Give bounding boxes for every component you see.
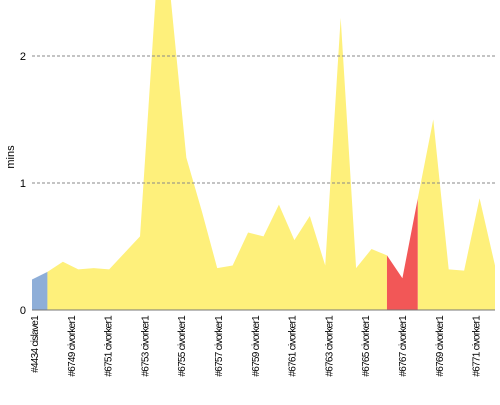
x-tick-label: #6763 civorker1 xyxy=(324,315,335,377)
x-tick-label: #6767 civorker1 xyxy=(398,315,409,377)
x-tick-label: #6765 civorker1 xyxy=(361,315,372,377)
y-tick-label: 0 xyxy=(20,305,26,317)
y-tick-label: 2 xyxy=(20,51,26,63)
x-tick-label: #6751 civorker1 xyxy=(104,315,115,377)
x-tick-label: #6771 civorker1 xyxy=(472,315,483,377)
x-tick-label: #6769 civorker1 xyxy=(435,315,446,377)
area-layer xyxy=(32,0,495,310)
x-tick-label: #6757 civorker1 xyxy=(214,315,225,377)
area-segment-0 xyxy=(32,271,48,310)
x-tick-label: #6761 civorker1 xyxy=(288,315,299,377)
y-axis-label: mins xyxy=(5,145,17,169)
area-segment-2 xyxy=(386,198,418,310)
x-tick-label: #4434 cislave1 xyxy=(30,315,41,373)
grid-layer xyxy=(32,55,495,184)
x-tick-labels: #4434 cislave1 #6749 civorker1 #6751 civor… xyxy=(30,315,483,377)
x-tick-label: #6755 civorker1 xyxy=(177,315,188,377)
y-tick-labels: 0 1 2 xyxy=(20,51,26,317)
x-tick-label: #6749 civorker1 xyxy=(67,315,78,377)
area-segment-3 xyxy=(417,119,495,310)
x-tick-label: #6759 civorker1 xyxy=(251,315,262,377)
x-tick-label: #6753 civorker1 xyxy=(140,315,151,377)
area-segment-1 xyxy=(47,0,387,310)
y-tick-label: 1 xyxy=(20,178,26,190)
